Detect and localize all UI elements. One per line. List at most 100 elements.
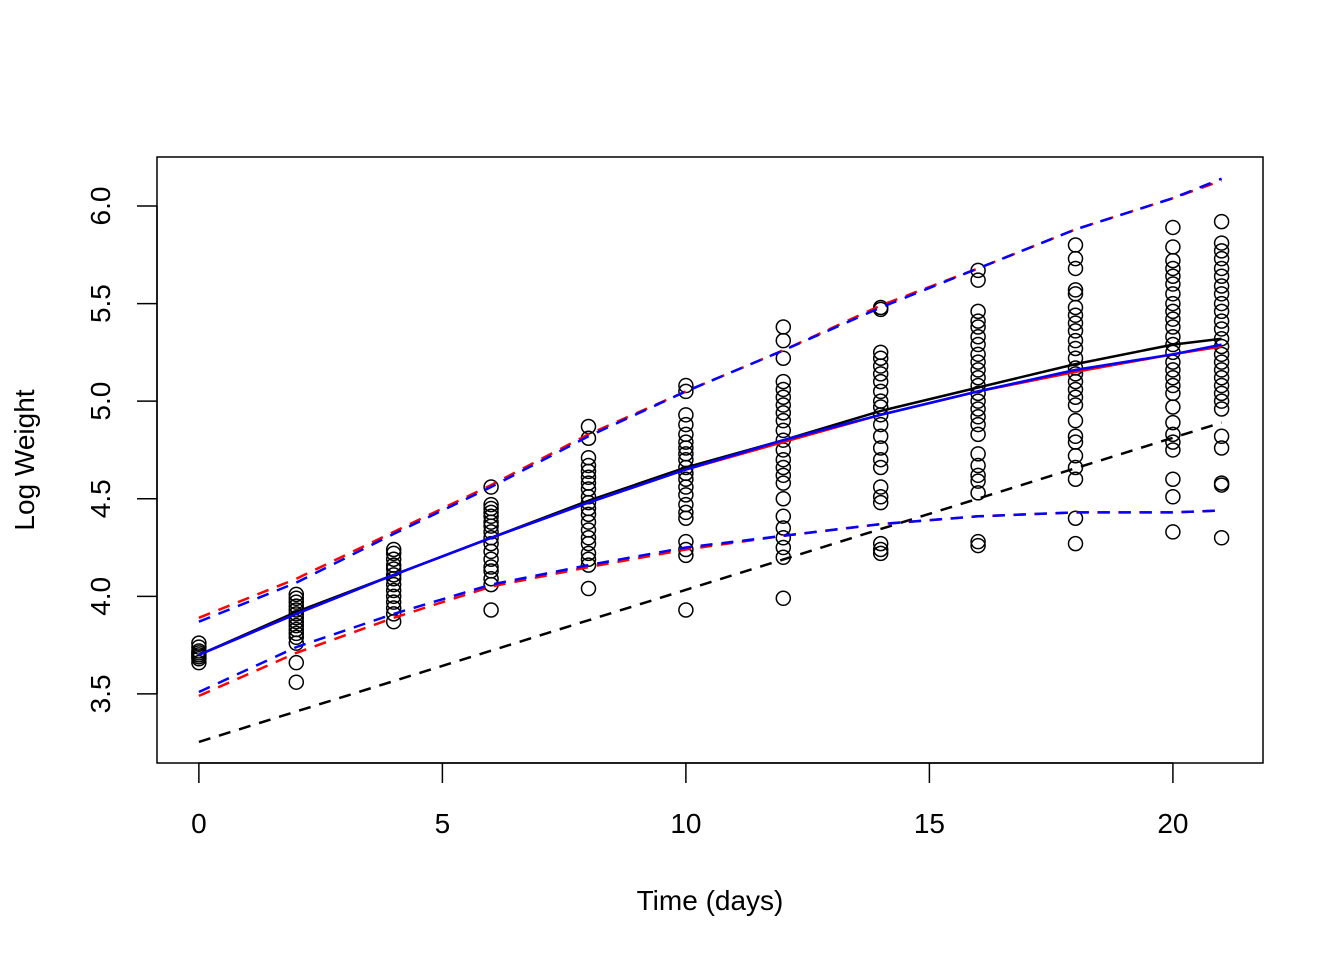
data-point: [678, 471, 694, 487]
data-point: [678, 479, 694, 495]
data-point: [1067, 315, 1084, 331]
data-point: [872, 344, 889, 361]
data-point: [1213, 235, 1230, 251]
data-point: [970, 401, 986, 417]
data-point: [288, 654, 305, 671]
data-point: [385, 606, 402, 622]
y-tick-label: 5.5: [85, 284, 116, 323]
y-tick-label: 6.0: [85, 187, 116, 226]
data-point: [1165, 434, 1181, 450]
series-line-2: [198, 343, 1222, 657]
data-point: [1165, 268, 1181, 284]
data-point: [678, 434, 694, 450]
data-point: [970, 369, 986, 386]
y-axis-title: Log Weight: [9, 389, 40, 530]
data-point: [1213, 260, 1230, 277]
data-point: [1165, 311, 1181, 327]
data-point: [872, 350, 889, 366]
data-point: [483, 559, 499, 575]
data-point: [580, 481, 597, 497]
data-point: [678, 407, 694, 423]
data-point: [1165, 489, 1181, 505]
data-point: [970, 393, 986, 409]
x-tick-label: 0: [191, 808, 207, 839]
data-point: [872, 541, 889, 558]
data-point: [1213, 385, 1230, 402]
data-point: [580, 522, 597, 538]
data-point: [872, 489, 889, 505]
series-line-6: [198, 509, 1222, 698]
data-point: [1213, 313, 1230, 329]
data-point: [385, 582, 402, 599]
data-point: [483, 543, 499, 560]
data-point: [483, 496, 499, 513]
data-point: [872, 494, 889, 511]
data-point: [775, 381, 792, 398]
data-point: [1213, 268, 1230, 284]
data-point: [385, 545, 402, 562]
data-point: [678, 426, 694, 443]
data-point: [580, 457, 597, 474]
data-point: [483, 530, 499, 546]
data-point: [1067, 389, 1084, 406]
data-point: [775, 397, 792, 413]
data-point: [1213, 530, 1230, 546]
y-tick-label: 4.0: [85, 577, 116, 616]
data-point: [872, 373, 889, 390]
data-point: [970, 446, 986, 462]
data-point: [1213, 369, 1230, 386]
data-point: [191, 654, 207, 671]
series-line-1: [198, 345, 1222, 657]
data-point: [288, 586, 305, 603]
data-point: [775, 530, 792, 546]
data-point: [1067, 323, 1084, 339]
data-point: [1165, 524, 1181, 540]
data-point: [1213, 377, 1230, 394]
data-point: [1067, 381, 1084, 398]
data-point: [1165, 362, 1181, 378]
data-point: [1067, 332, 1084, 349]
data-point: [970, 329, 986, 345]
data-point: [1165, 385, 1181, 402]
data-point: [1213, 295, 1230, 312]
data-point: [288, 674, 305, 690]
data-point: [1067, 260, 1084, 277]
data-point: [775, 422, 792, 439]
data-point: [1165, 414, 1181, 431]
data-point: [580, 469, 597, 486]
data-point: [1213, 286, 1230, 302]
data-point: [580, 475, 597, 491]
data-point: [678, 416, 694, 433]
data-point: [1213, 401, 1230, 417]
data-point: [1067, 340, 1084, 357]
data-point: [872, 416, 889, 433]
data-point: [970, 416, 986, 433]
y-tick-label: 4.5: [85, 479, 116, 518]
data-point: [1067, 471, 1084, 487]
data-point: [970, 485, 986, 501]
data-point: [872, 428, 889, 445]
data-point: [872, 451, 889, 468]
x-tick-label: 15: [914, 808, 945, 839]
data-point: [970, 409, 986, 425]
data-point: [1213, 475, 1230, 491]
data-point: [872, 545, 889, 562]
data-point: [288, 629, 305, 646]
data-point: [385, 594, 402, 610]
data-point: [288, 590, 305, 607]
data-point: [775, 350, 792, 366]
data-point: [1165, 303, 1181, 320]
data-point: [1067, 282, 1084, 298]
y-axis: 3.5 4.0 4.5 5.0 5.5 6.0: [85, 187, 158, 713]
data-point: [580, 557, 597, 573]
series-lines: [198, 177, 1223, 744]
data-point: [678, 446, 694, 462]
data-point: [385, 541, 402, 558]
data-point: [872, 535, 889, 552]
data-point: [1067, 250, 1084, 267]
data-point: [580, 450, 597, 466]
data-point: [678, 602, 694, 618]
data-point: [1213, 440, 1230, 456]
data-points: [191, 213, 1230, 690]
data-point: [970, 354, 986, 370]
